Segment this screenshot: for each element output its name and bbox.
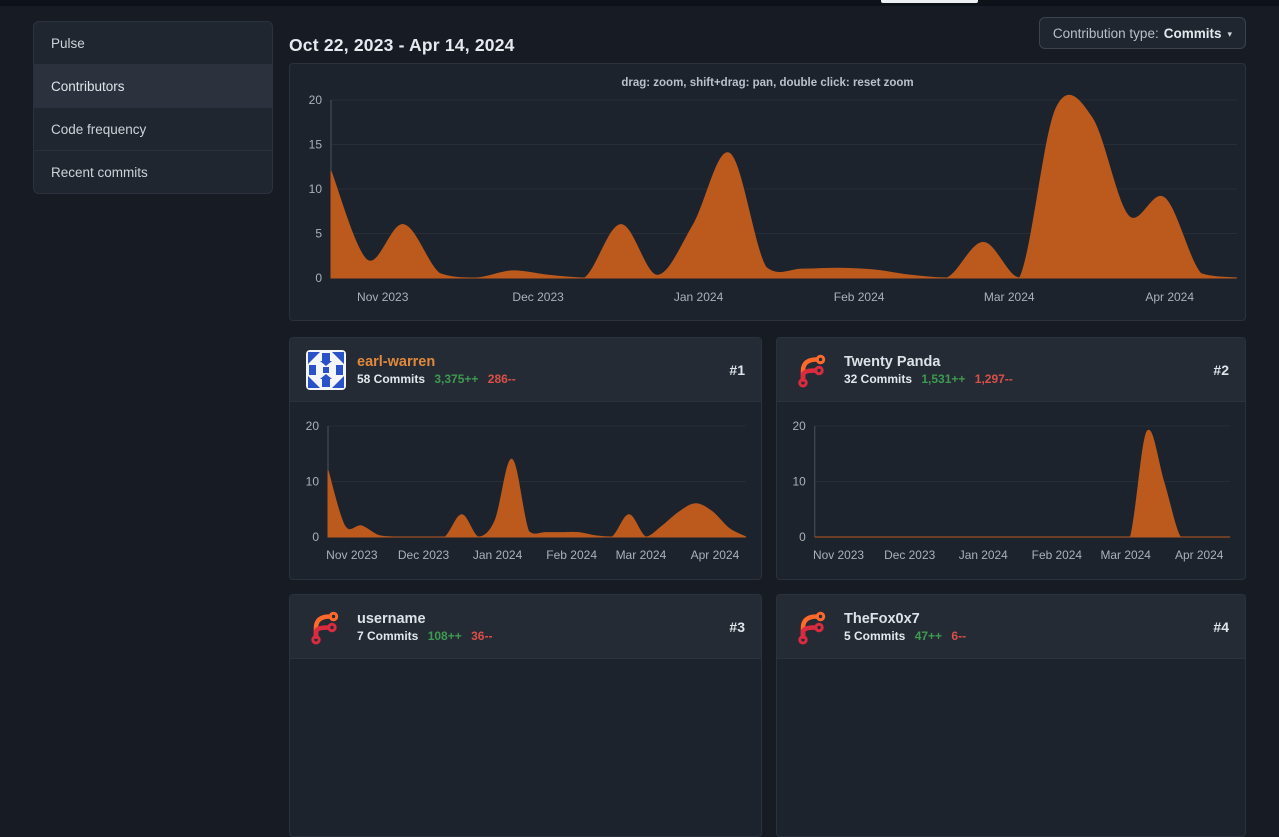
svg-text:5: 5 (315, 227, 322, 241)
svg-text:20: 20 (793, 419, 807, 433)
svg-text:Feb 2024: Feb 2024 (1032, 548, 1083, 562)
contributor-name[interactable]: username (357, 610, 426, 627)
contributor-chart-body: 0 10 20 Nov 2023 Dec 2023 Jan 2024 Feb 2024 Mar… (777, 402, 1245, 580)
commit-count: 32 Commits (844, 372, 913, 387)
svg-text:Dec 2023: Dec 2023 (398, 548, 450, 562)
deletions-count: 36-- (471, 629, 493, 644)
forgejo-logo-avatar[interactable] (793, 607, 833, 647)
dropdown-selected-value: Commits (1163, 25, 1222, 41)
contributor-chart-1[interactable]: 0 10 20 Nov 2023 Dec 2023 Jan 2024 Feb 2024 Mar… (290, 402, 761, 580)
contributor-name[interactable]: TheFox0x7 (844, 610, 920, 627)
sidebar-item-label: Code frequency (51, 121, 147, 137)
rank-badge: #1 (729, 361, 745, 378)
deletions-count: 286-- (487, 372, 516, 387)
svg-text:0: 0 (312, 530, 319, 544)
svg-text:Nov 2023: Nov 2023 (357, 290, 409, 304)
commit-count: 7 Commits (357, 629, 419, 644)
date-range-title: Oct 22, 2023 - Apr 14, 2024 (289, 34, 515, 55)
identicon-avatar[interactable] (306, 349, 346, 390)
svg-text:Apr 2024: Apr 2024 (1145, 290, 1194, 304)
top-nav-strip (0, 0, 1279, 6)
sidebar-item-label: Recent commits (51, 164, 148, 180)
svg-text:Nov 2023: Nov 2023 (326, 548, 378, 562)
svg-text:0: 0 (315, 271, 322, 285)
chevron-down-icon: ▾ (1227, 28, 1232, 39)
sidebar-item-contributors[interactable]: Contributors (34, 64, 272, 107)
svg-text:20: 20 (306, 419, 320, 433)
sidebar-item-label: Pulse (51, 35, 85, 51)
contributor-stats: 7 Commits 108++ 36-- (357, 629, 718, 643)
svg-text:Mar 2024: Mar 2024 (984, 290, 1035, 304)
svg-text:Feb 2024: Feb 2024 (834, 290, 885, 304)
contributor-card-1: earl-warren 58 Commits 3,375++ 286-- #1 … (289, 337, 762, 580)
dropdown-label: Contribution type: (1052, 25, 1159, 41)
svg-text:Dec 2023: Dec 2023 (512, 290, 564, 304)
contributor-card-header: earl-warren 58 Commits 3,375++ 286-- #1 (290, 338, 761, 402)
contributor-card-header: username 7 Commits 108++ 36-- #3 (290, 595, 761, 659)
svg-text:15: 15 (309, 138, 323, 152)
contributor-stats: 32 Commits 1,531++ 1,297-- (844, 372, 1202, 386)
svg-text:Jan 2024: Jan 2024 (473, 548, 523, 562)
activity-sidebar-menu: Pulse Contributors Code frequency Recent… (33, 21, 273, 194)
svg-text:Apr 2024: Apr 2024 (1175, 548, 1224, 562)
svg-text:Mar 2024: Mar 2024 (1101, 548, 1152, 562)
forgejo-logo-avatar[interactable] (793, 350, 833, 390)
svg-text:Apr 2024: Apr 2024 (691, 548, 740, 562)
deletions-count: 1,297-- (974, 372, 1013, 387)
contributor-stats: 58 Commits 3,375++ 286-- (357, 372, 718, 386)
deletions-count: 6-- (951, 629, 967, 644)
activity-chart[interactable]: 0 5 10 15 20 Nov 2023 Dec 2023 Jan 2024 Feb 2024… (290, 64, 1245, 320)
contributor-identity: username 7 Commits 108++ 36-- (357, 610, 718, 644)
svg-text:10: 10 (309, 182, 323, 196)
sidebar-item-code-frequency[interactable]: Code frequency (34, 107, 272, 150)
chart-zoom-hint: drag: zoom, shift+drag: pan, double clic… (621, 77, 914, 89)
sidebar-item-pulse[interactable]: Pulse (34, 22, 272, 64)
additions-count: 47++ (914, 629, 943, 644)
svg-text:Jan 2024: Jan 2024 (674, 290, 724, 304)
svg-text:Jan 2024: Jan 2024 (959, 548, 1008, 562)
contributor-identity: Twenty Panda 32 Commits 1,531++ 1,297-- (844, 353, 1202, 387)
svg-text:Feb 2024: Feb 2024 (546, 548, 597, 562)
contributor-chart-2[interactable]: 0 10 20 Nov 2023 Dec 2023 Jan 2024 Feb 2024 Mar… (777, 402, 1245, 580)
svg-text:10: 10 (793, 474, 807, 488)
rank-badge: #2 (1213, 361, 1229, 378)
svg-text:20: 20 (309, 93, 323, 107)
contributor-card-4: TheFox0x7 5 Commits 47++ 6-- #4 (776, 594, 1246, 837)
active-tab-indicator (881, 0, 978, 3)
contributor-identity: TheFox0x7 5 Commits 47++ 6-- (844, 610, 1202, 644)
contributor-chart-body: 0 10 20 Nov 2023 Dec 2023 Jan 2024 Feb 2024 Mar… (290, 402, 761, 580)
contributor-identity: earl-warren 58 Commits 3,375++ 286-- (357, 353, 718, 387)
forgejo-logo-avatar[interactable] (306, 607, 346, 647)
svg-text:Nov 2023: Nov 2023 (813, 548, 864, 562)
contributor-name[interactable]: Twenty Panda (844, 353, 941, 370)
rank-badge: #4 (1213, 618, 1229, 635)
svg-text:Mar 2024: Mar 2024 (616, 548, 667, 562)
contributor-card-2: Twenty Panda 32 Commits 1,531++ 1,297-- … (776, 337, 1246, 580)
contribution-type-dropdown[interactable]: Contribution type: Commits ▾ (1038, 17, 1246, 49)
activity-chart-panel: drag: zoom, shift+drag: pan, double clic… (289, 63, 1246, 321)
rank-badge: #3 (729, 618, 745, 635)
sidebar-item-recent-commits[interactable]: Recent commits (34, 150, 272, 193)
svg-text:0: 0 (799, 530, 806, 544)
contributor-chart-body (290, 659, 761, 836)
additions-count: 108++ (427, 629, 462, 644)
svg-text:Dec 2023: Dec 2023 (884, 548, 935, 562)
commit-count: 5 Commits (844, 629, 906, 644)
contributor-name-link[interactable]: earl-warren (357, 353, 436, 370)
commit-count: 58 Commits (357, 372, 426, 387)
svg-text:10: 10 (306, 475, 320, 489)
contributor-stats: 5 Commits 47++ 6-- (844, 629, 1202, 643)
additions-count: 3,375++ (434, 372, 479, 387)
contributor-card-header: Twenty Panda 32 Commits 1,531++ 1,297-- … (777, 338, 1245, 402)
additions-count: 1,531++ (921, 372, 966, 387)
contributor-card-3: username 7 Commits 108++ 36-- #3 (289, 594, 762, 837)
sidebar-item-label: Contributors (51, 78, 125, 94)
contributor-chart-body (777, 659, 1245, 836)
contributor-card-header: TheFox0x7 5 Commits 47++ 6-- #4 (777, 595, 1245, 659)
